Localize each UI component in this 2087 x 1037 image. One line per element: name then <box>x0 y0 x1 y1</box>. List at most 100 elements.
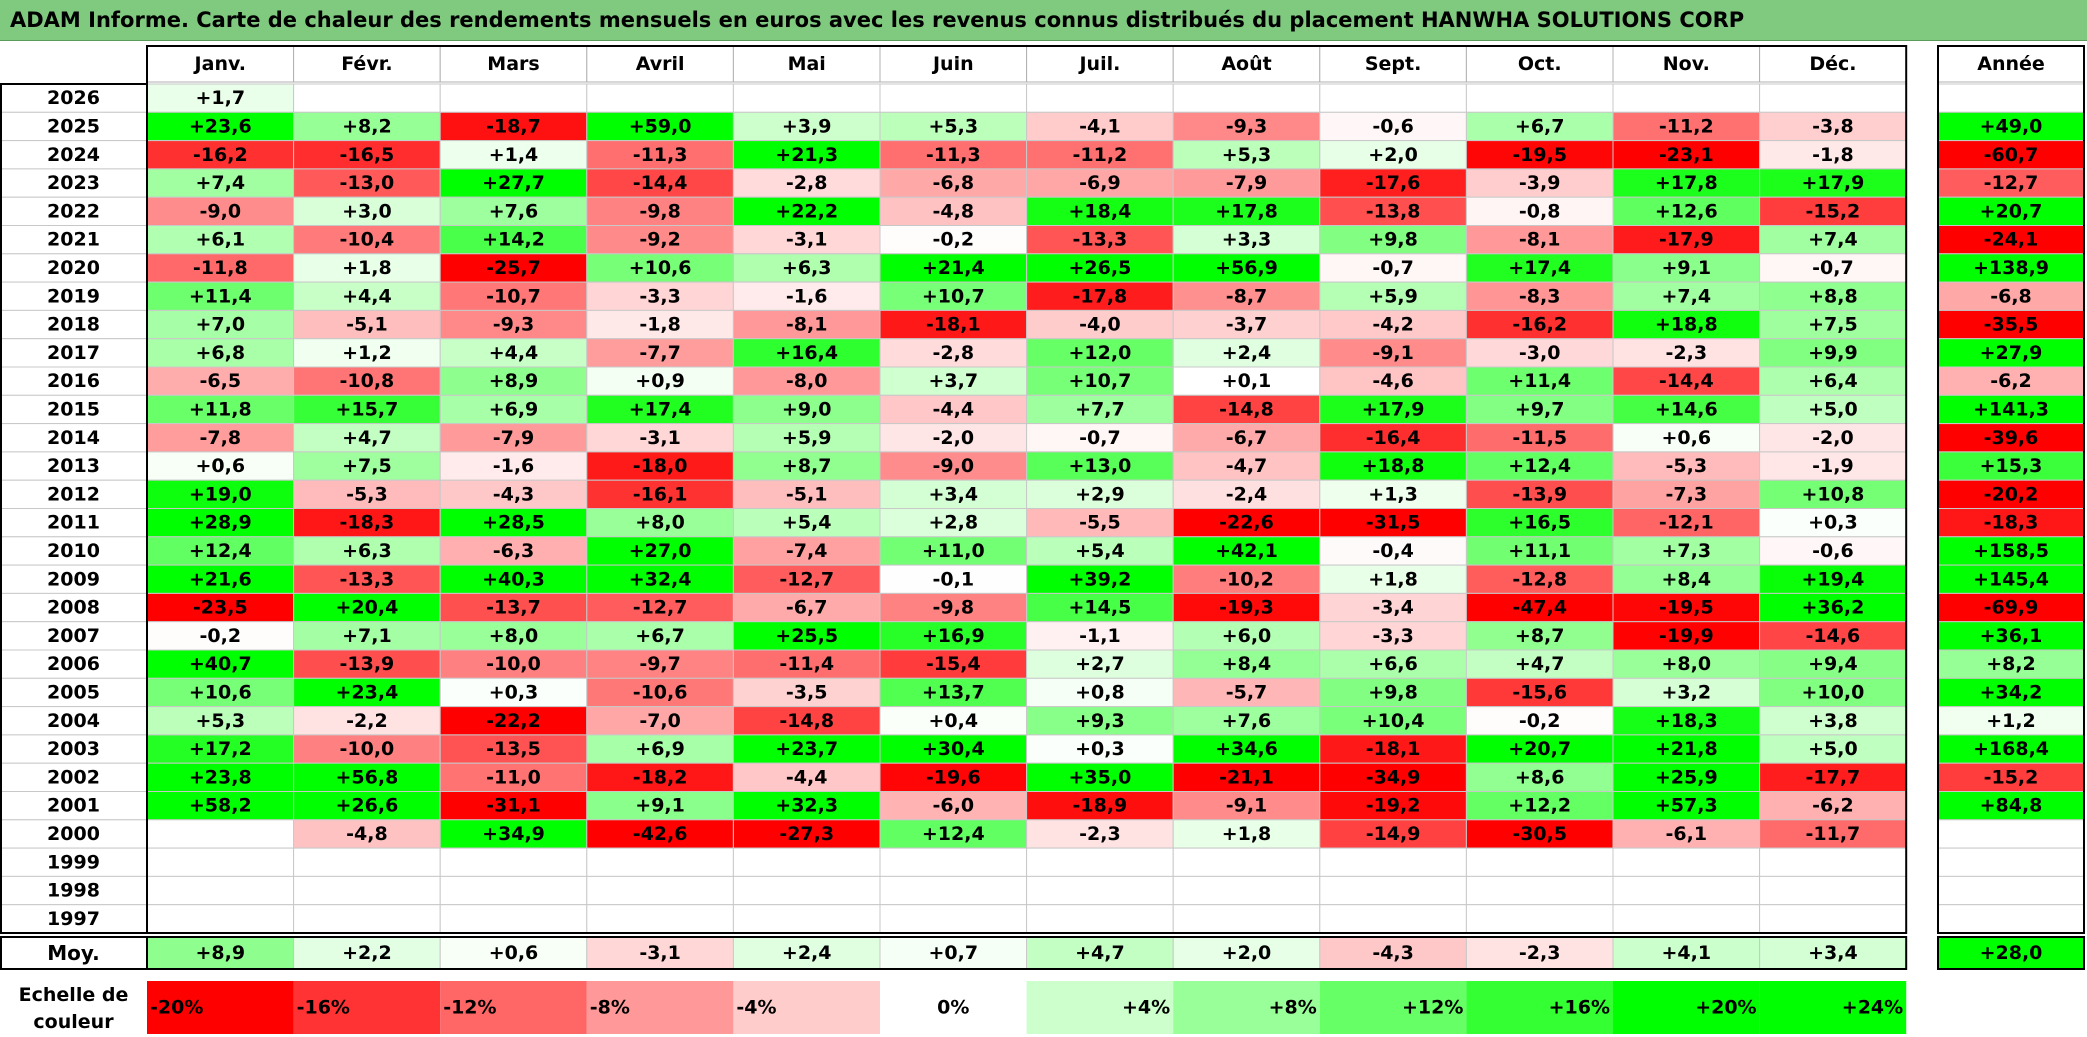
heatmap-cell <box>439 649 588 679</box>
heatmap-cell <box>1319 253 1467 283</box>
heatmap-cell <box>1612 819 1761 849</box>
heatmap-cell-value: +26,6 <box>335 795 398 817</box>
month-header-cell <box>1465 45 1614 83</box>
heatmap-cell <box>293 677 441 708</box>
year-label: 2010 <box>47 540 100 562</box>
heatmap-cell-value: +56,9 <box>1215 257 1278 279</box>
heatmap-cell <box>1026 706 1174 736</box>
heatmap-cell <box>293 140 441 170</box>
heatmap-cell-value: +27,7 <box>482 172 545 194</box>
heatmap-cell <box>1465 168 1614 198</box>
heatmap-cell-value: +3,7 <box>929 370 979 392</box>
heatmap-cell <box>879 140 1028 170</box>
heatmap-cell <box>1759 111 1907 142</box>
heatmap-cell <box>879 366 1028 396</box>
heatmap-cell <box>439 904 588 934</box>
heatmap-cell <box>1319 366 1467 396</box>
heatmap-cell-value: -5,1 <box>786 483 828 505</box>
heatmap-cell-value: -5,1 <box>346 314 388 336</box>
heatmap-cell-value: +3,4 <box>929 483 979 505</box>
heatmap-cell-value: +12,4 <box>1508 455 1571 477</box>
heatmap-cell-value: +6,3 <box>342 540 392 562</box>
month-header: Mai <box>788 53 826 75</box>
heatmap-cell-value: -22,6 <box>1219 512 1274 534</box>
color-scale-swatch <box>1759 981 1907 1034</box>
avg-cell-value: +2,0 <box>1222 942 1272 964</box>
heatmap-cell-value: +20,7 <box>1508 738 1571 760</box>
heatmap-cell <box>1319 847 1467 877</box>
heatmap-cell-value: +8,0 <box>1662 653 1712 675</box>
heatmap-cell <box>146 875 295 906</box>
annual-cell-value: +141,3 <box>1973 398 2049 420</box>
heatmap-cell-value: +28,5 <box>482 512 545 534</box>
heatmap-cell <box>586 253 734 283</box>
heatmap-cell <box>1759 875 1907 906</box>
heatmap-cell <box>1612 875 1761 906</box>
heatmap-cell-value: +3,2 <box>1662 681 1712 703</box>
avg-row-border <box>146 936 1908 970</box>
month-header-cell <box>732 45 881 83</box>
heatmap-cell <box>1026 281 1174 311</box>
heatmap-cell-value: -3,4 <box>1372 597 1414 619</box>
heatmap-cell <box>1319 508 1467 538</box>
heatmap-cell-value: -0,2 <box>1519 710 1561 732</box>
heatmap-cell <box>293 309 441 340</box>
annual-cell-value: -24,1 <box>1984 229 2039 251</box>
heatmap-cell-value: +7,5 <box>342 455 392 477</box>
heatmap-cell-value: -4,4 <box>933 398 975 420</box>
heatmap-cell <box>732 762 881 793</box>
year-label: 2001 <box>47 795 100 817</box>
heatmap-cell <box>1465 225 1614 255</box>
heatmap-cell-value: -9,7 <box>639 653 681 675</box>
heatmap-cell <box>586 677 734 708</box>
heatmap-cell-value: -0,6 <box>1372 115 1414 137</box>
heatmap-cell-value: -9,1 <box>1372 342 1414 364</box>
heatmap-cell <box>293 819 441 849</box>
annual-cell-value: -60,7 <box>1984 144 2039 166</box>
heatmap-cell-value: -10,2 <box>1219 568 1274 590</box>
heatmap-cell <box>293 904 441 934</box>
heatmap-cell-value: +1,8 <box>1368 568 1418 590</box>
heatmap-cell-value: +23,7 <box>775 738 838 760</box>
heatmap-cell <box>293 508 441 538</box>
heatmap-cell-value: +3,8 <box>1808 710 1858 732</box>
heatmap-cell <box>586 394 734 425</box>
heatmap-cell-value: -19,3 <box>1219 597 1274 619</box>
heatmap-cell-value: +8,7 <box>782 455 832 477</box>
heatmap-cell-value: +6,7 <box>635 625 685 647</box>
heatmap-cell-value: +14,5 <box>1068 597 1131 619</box>
heatmap-cell <box>1319 225 1467 255</box>
avg-annual-value: +28,0 <box>1980 942 2043 964</box>
annual-cell <box>1937 677 2085 708</box>
color-scale-swatch <box>880 981 1027 1034</box>
heatmap-cell <box>1759 423 1907 453</box>
heatmap-cell-value: +4,4 <box>489 342 539 364</box>
heatmap-cell-value: +1,8 <box>342 257 392 279</box>
month-header: Juin <box>931 53 974 75</box>
heatmap-cell <box>146 168 295 198</box>
year-label: 2018 <box>47 314 100 336</box>
heatmap-cell <box>1465 904 1614 934</box>
heatmap-cell-value: +34,6 <box>1215 738 1278 760</box>
annual-cell-value: +158,5 <box>1973 540 2049 562</box>
year-column-border <box>0 83 148 934</box>
heatmap-cell <box>1026 819 1174 849</box>
heatmap-cell-value: +58,2 <box>189 795 252 817</box>
heatmap-cell-value: +8,0 <box>489 625 539 647</box>
heatmap-cell <box>1319 451 1467 481</box>
heatmap-cell-value: +9,8 <box>1368 229 1418 251</box>
year-label: 2015 <box>47 398 100 420</box>
year-header-cell <box>1937 45 2085 83</box>
heatmap-cell <box>879 592 1028 623</box>
heatmap-cell <box>439 706 588 736</box>
heatmap-cell-value: +22,2 <box>775 200 838 222</box>
heatmap-cell <box>1759 394 1907 425</box>
month-header: Déc. <box>1809 53 1856 75</box>
heatmap-cell <box>1026 394 1174 425</box>
heatmap-cell-value: +3,9 <box>782 115 832 137</box>
heatmap-cell <box>293 847 441 877</box>
heatmap-cell <box>1172 706 1321 736</box>
year-label: 2017 <box>47 342 100 364</box>
heatmap-cell <box>1172 225 1321 255</box>
